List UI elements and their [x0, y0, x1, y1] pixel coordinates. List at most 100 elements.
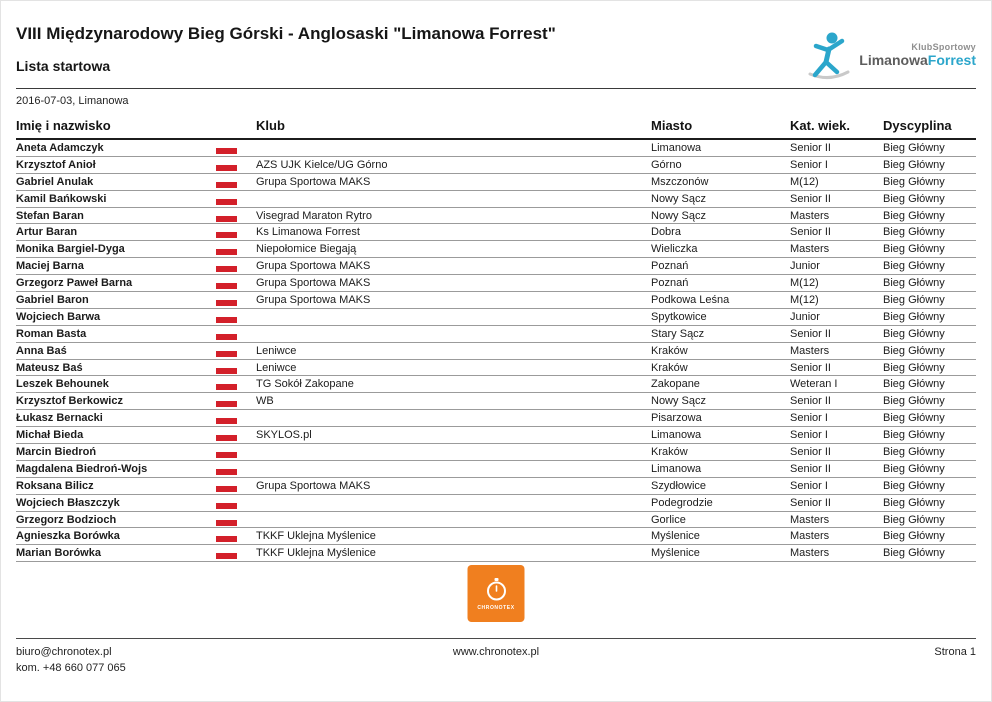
flag-cell — [216, 192, 256, 205]
table-row: Gabriel Baron Grupa Sportowa MAKS Podkow… — [16, 292, 976, 309]
runner-city: Kraków — [651, 361, 688, 374]
runner-city: Gorlice — [651, 513, 686, 526]
runner-club: Grupa Sportowa MAKS — [256, 260, 371, 273]
runner-name: Marcin Biedroń — [16, 445, 97, 458]
page-subtitle: Lista startowa — [16, 58, 111, 74]
runner-category: Senior II — [790, 496, 831, 509]
flag-cell — [216, 327, 256, 340]
runner-city: Limanowa — [651, 141, 702, 154]
club-type-label: KlubSportowy — [911, 41, 976, 52]
runner-name: Mateusz Baś — [16, 361, 83, 374]
runner-club: Leniwce — [256, 361, 297, 374]
poland-flag-icon — [216, 479, 237, 492]
poland-flag-icon — [216, 547, 237, 560]
runner-category: Senior I — [790, 429, 828, 442]
runner-discipline: Bieg Główny — [883, 158, 945, 171]
table-row: Mateusz Baś Leniwce Kraków Senior II Bie… — [16, 360, 976, 377]
runner-city: Nowy Sącz — [651, 209, 707, 222]
runner-name: Aneta Adamczyk — [16, 141, 104, 154]
runner-name: Krzysztof Berkowicz — [16, 395, 123, 408]
flag-cell — [216, 158, 256, 171]
column-header-city: Miasto — [651, 117, 693, 133]
runner-club: AZS UJK Kielce/UG Górno — [256, 158, 388, 171]
flag-cell — [216, 378, 256, 391]
runner-club: Grupa Sportowa MAKS — [256, 293, 371, 306]
column-header-discipline: Dyscyplina — [883, 117, 952, 133]
table-row: Anna Baś Leniwce Kraków Masters Bieg Głó… — [16, 343, 976, 360]
runner-city: Mszczonów — [651, 175, 709, 188]
runner-category: Masters — [790, 547, 830, 560]
table-row: Krzysztof Anioł AZS UJK Kielce/UG Górno … — [16, 157, 976, 174]
date-location: 2016-07-03, Limanowa — [16, 95, 129, 107]
runner-category: Junior — [790, 310, 820, 323]
runner-discipline: Bieg Główny — [883, 175, 945, 188]
poland-flag-icon — [216, 429, 237, 442]
runner-discipline: Bieg Główny — [883, 310, 945, 323]
table-row: Grzegorz Paweł Barna Grupa Sportowa MAKS… — [16, 275, 976, 293]
runner-category: Senior II — [790, 445, 831, 458]
flag-cell — [216, 412, 256, 425]
table-row: Aneta Adamczyk Limanowa Senior II Bieg G… — [16, 140, 976, 157]
runner-category: M(12) — [790, 175, 819, 188]
page-title: VIII Międzynarodowy Bieg Górski - Anglos… — [16, 24, 556, 43]
column-header-name: Imię i nazwisko — [16, 117, 111, 133]
column-header-category: Kat. wiek. — [790, 117, 850, 133]
runner-category: Senior II — [790, 141, 831, 154]
runner-category: Masters — [790, 513, 830, 526]
runner-name: Wojciech Błaszczyk — [16, 496, 120, 509]
runner-discipline: Bieg Główny — [883, 378, 945, 391]
runner-category: Senior II — [790, 361, 831, 374]
table-row: Marcin Biedroń Kraków Senior II Bieg Głó… — [16, 444, 976, 461]
runner-name: Gabriel Baron — [16, 293, 89, 306]
poland-flag-icon — [216, 141, 237, 154]
runner-category: M(12) — [790, 277, 819, 290]
runner-name: Michał Bieda — [16, 429, 84, 442]
poland-flag-icon — [216, 293, 237, 306]
runner-city: Pisarzowa — [651, 412, 702, 425]
table-row: Michał Bieda SKYLOS.pl Limanowa Senior I… — [16, 427, 976, 445]
runner-discipline: Bieg Główny — [883, 530, 945, 543]
poland-flag-icon — [216, 378, 237, 391]
runner-club: Ks Limanowa Forrest — [256, 226, 360, 239]
poland-flag-icon — [216, 277, 237, 290]
runner-city: Górno — [651, 158, 682, 171]
table-body: Aneta Adamczyk Limanowa Senior II Bieg G… — [16, 140, 976, 563]
poland-flag-icon — [216, 243, 237, 256]
poland-flag-icon — [216, 361, 237, 374]
table-row: Stefan Baran Visegrad Maraton Rytro Nowy… — [16, 208, 976, 225]
runner-city: Nowy Sącz — [651, 192, 707, 205]
table-row: Wojciech Barwa Spytkowice Junior Bieg Gł… — [16, 309, 976, 326]
flag-cell — [216, 175, 256, 188]
flag-cell — [216, 260, 256, 273]
runner-category: Masters — [790, 530, 830, 543]
runner-club: TG Sokół Zakopane — [256, 378, 354, 391]
table-row: Roksana Bilicz Grupa Sportowa MAKS Szydł… — [16, 478, 976, 495]
flag-cell — [216, 277, 256, 290]
runner-category: Senior II — [790, 192, 831, 205]
runner-club: Visegrad Maraton Rytro — [256, 209, 372, 222]
runner-city: Limanowa — [651, 462, 702, 475]
club-logo-text: KlubSportowy LimanowaForrest — [852, 42, 976, 68]
table-row: Marian Borówka TKKF Uklejna Myślenice My… — [16, 545, 976, 563]
runner-name: Artur Baran — [16, 226, 78, 239]
runner-category: Senior I — [790, 412, 828, 425]
runner-city: Wieliczka — [651, 243, 698, 256]
runner-city: Spytkowice — [651, 310, 707, 323]
header-divider — [16, 88, 976, 89]
flag-cell — [216, 445, 256, 458]
flag-cell — [216, 344, 256, 357]
footer-divider — [16, 638, 976, 639]
runner-city: Zakopane — [651, 378, 700, 391]
runner-city: Kraków — [651, 445, 688, 458]
runner-discipline: Bieg Główny — [883, 243, 945, 256]
runner-discipline: Bieg Główny — [883, 412, 945, 425]
runner-city: Myślenice — [651, 547, 700, 560]
runner-city: Kraków — [651, 344, 688, 357]
runner-city: Stary Sącz — [651, 327, 705, 340]
flag-cell — [216, 547, 256, 560]
runner-city: Nowy Sącz — [651, 395, 707, 408]
runner-club: SKYLOS.pl — [256, 429, 312, 442]
footer-email: biuro@chronotex.pl — [16, 646, 112, 658]
chronotex-logo: CHRONOTEX — [467, 565, 525, 622]
